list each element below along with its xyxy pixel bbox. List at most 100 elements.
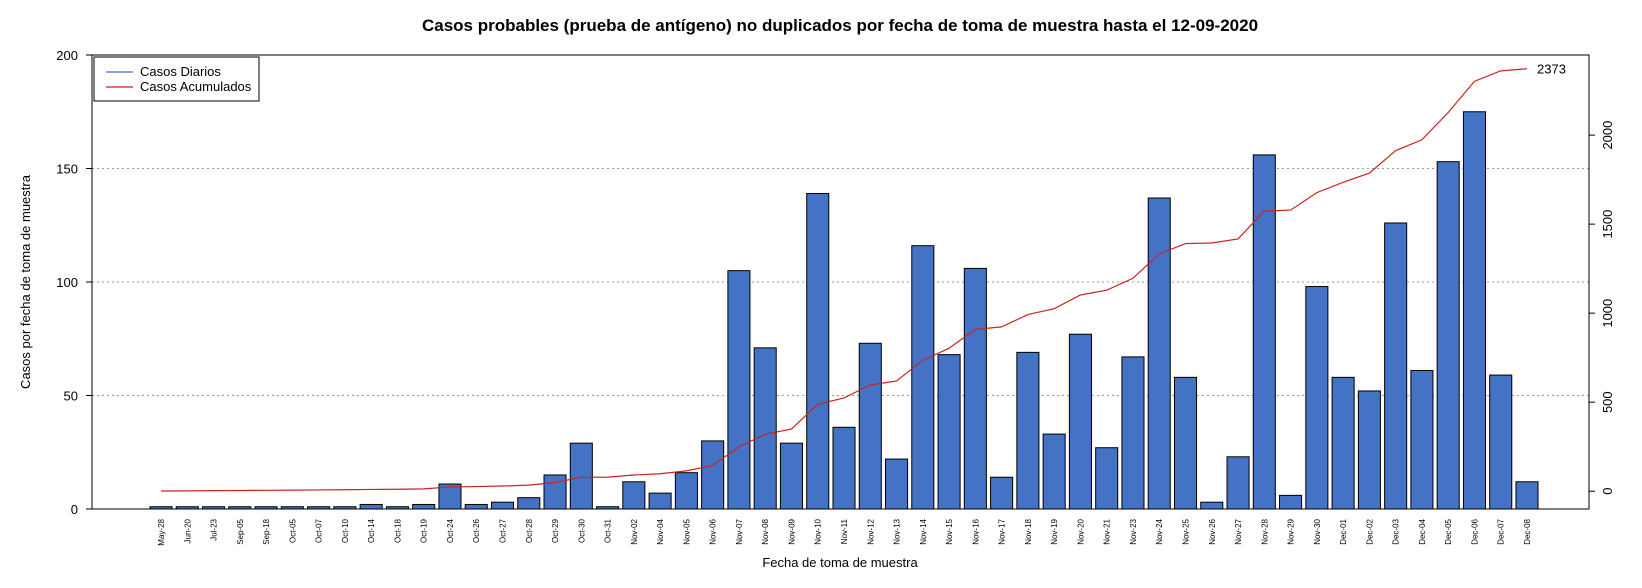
x-tick-label: Oct-29 xyxy=(551,518,560,543)
x-tick-label: Nov-13 xyxy=(893,518,902,544)
bar xyxy=(464,503,488,510)
bar xyxy=(1515,481,1539,510)
right-axis-tick-label: 1500 xyxy=(1600,210,1615,239)
bar xyxy=(490,501,515,510)
bar xyxy=(412,503,436,510)
x-tick-label: Nov-24 xyxy=(1155,518,1164,544)
bar xyxy=(990,476,1014,510)
x-tick-label: May-28 xyxy=(157,518,166,545)
x-tick-label: Oct-24 xyxy=(446,518,455,543)
bar xyxy=(1436,161,1460,510)
x-tick-label: Nov-18 xyxy=(1024,518,1033,544)
bars-casos-diarios xyxy=(149,111,1539,510)
x-tick-label: Nov-15 xyxy=(945,518,954,544)
bar xyxy=(1173,376,1198,510)
x-tick-label: Jul-23 xyxy=(210,518,219,540)
x-tick-label: Nov-28 xyxy=(1260,518,1269,544)
bar xyxy=(1226,456,1250,510)
bar xyxy=(674,472,698,510)
x-tick-label: Dec-05 xyxy=(1444,518,1453,544)
bar xyxy=(1279,494,1303,510)
bar xyxy=(1121,356,1145,510)
bar xyxy=(753,347,777,510)
x-tick-label: Nov-30 xyxy=(1313,518,1322,544)
right-axis-tick-label: 1000 xyxy=(1600,299,1615,328)
right-axis-tick-label: 0 xyxy=(1600,488,1615,495)
x-tick-label: Dec-07 xyxy=(1497,518,1506,544)
bar xyxy=(648,492,672,510)
x-tick-label: Nov-25 xyxy=(1182,518,1191,544)
bar xyxy=(701,440,725,510)
bar xyxy=(1357,390,1381,510)
bar xyxy=(359,503,383,510)
bar xyxy=(517,497,541,510)
legend-box xyxy=(93,56,260,102)
x-tick-label: Sep-18 xyxy=(262,518,271,544)
bar xyxy=(1331,376,1355,510)
right-axis-tick-label: 500 xyxy=(1600,391,1615,413)
x-tick-label: Nov-23 xyxy=(1129,518,1138,544)
x-tick-label: Sep-05 xyxy=(236,518,245,544)
x-tick-label: Nov-08 xyxy=(761,518,770,544)
left-axis-tick-label: 100 xyxy=(56,275,78,290)
x-tick-label: Nov-26 xyxy=(1208,518,1217,544)
grid-lines xyxy=(92,168,1589,396)
x-tick-label: Oct-05 xyxy=(288,518,297,543)
x-tick-label: Nov-04 xyxy=(656,518,665,544)
x-tick-label: Oct-07 xyxy=(315,518,324,543)
x-tick-label: Nov-07 xyxy=(735,518,744,544)
x-tick-label: Nov-17 xyxy=(998,518,1007,544)
bar xyxy=(1489,374,1513,510)
legend-label-casos-diarios: Casos Diarios xyxy=(140,64,221,79)
bar xyxy=(543,474,567,510)
right-axis-tick-label: 2000 xyxy=(1600,121,1615,150)
left-axis-tick-label: 0 xyxy=(71,502,78,517)
x-tick-label: Dec-03 xyxy=(1392,518,1401,544)
x-tick-label: Nov-05 xyxy=(682,518,691,544)
chart-title: Casos probables (prueba de antígeno) no … xyxy=(422,16,1258,35)
left-y-axis: 0 50 100 150 200 xyxy=(56,48,92,517)
right-y-axis: 0 500 1000 1500 2000 xyxy=(1589,121,1615,495)
bar xyxy=(1200,501,1224,510)
bar xyxy=(1068,333,1092,510)
y-axis-label: Casos por fecha de toma de muestra xyxy=(18,174,33,389)
legend-label-casos-acumulados: Casos Acumulados xyxy=(140,79,252,94)
bar xyxy=(1095,447,1119,510)
x-tick-label: Nov-14 xyxy=(919,518,928,544)
bar xyxy=(806,192,830,510)
bar xyxy=(937,354,961,510)
x-tick-label: Nov-20 xyxy=(1076,518,1085,544)
x-tick-label: Oct-30 xyxy=(577,518,586,543)
x-tick-label: Nov-11 xyxy=(840,518,849,544)
x-axis: May-28 Jun-20 Jul-23 Sep-05 Sep-18 Oct-05 Oct-… xyxy=(157,518,1532,545)
bar xyxy=(779,442,803,510)
x-tick-label: Nov-02 xyxy=(630,518,639,544)
legend: Casos Diarios Casos Acumulados xyxy=(93,56,260,102)
x-tick-label: Nov-19 xyxy=(1050,518,1059,544)
bar xyxy=(569,442,593,510)
bar xyxy=(1384,222,1408,510)
x-tick-label: Nov-29 xyxy=(1287,518,1296,544)
cumulative-end-label: 2373 xyxy=(1537,62,1566,77)
bar xyxy=(1042,433,1066,510)
x-tick-label: Nov-21 xyxy=(1103,518,1112,544)
bar xyxy=(911,245,935,510)
x-tick-label: Oct-26 xyxy=(472,518,481,543)
bar xyxy=(1016,351,1040,510)
x-tick-label: Oct-19 xyxy=(420,518,429,543)
x-tick-label: Oct-18 xyxy=(393,518,402,543)
bar xyxy=(832,426,856,510)
left-axis-tick-label: 200 xyxy=(56,48,78,63)
bar xyxy=(622,481,646,510)
x-tick-label: Oct-14 xyxy=(367,518,376,543)
x-tick-label: Nov-09 xyxy=(788,518,797,544)
x-tick-label: Jun-20 xyxy=(183,518,192,543)
x-tick-label: Nov-27 xyxy=(1234,518,1243,544)
x-tick-label: Nov-12 xyxy=(866,518,875,544)
x-axis-label: Fecha de toma de muestra xyxy=(762,555,918,570)
bar xyxy=(1252,154,1276,510)
left-axis-tick-label: 50 xyxy=(64,389,78,404)
x-tick-label: Dec-04 xyxy=(1418,518,1427,544)
